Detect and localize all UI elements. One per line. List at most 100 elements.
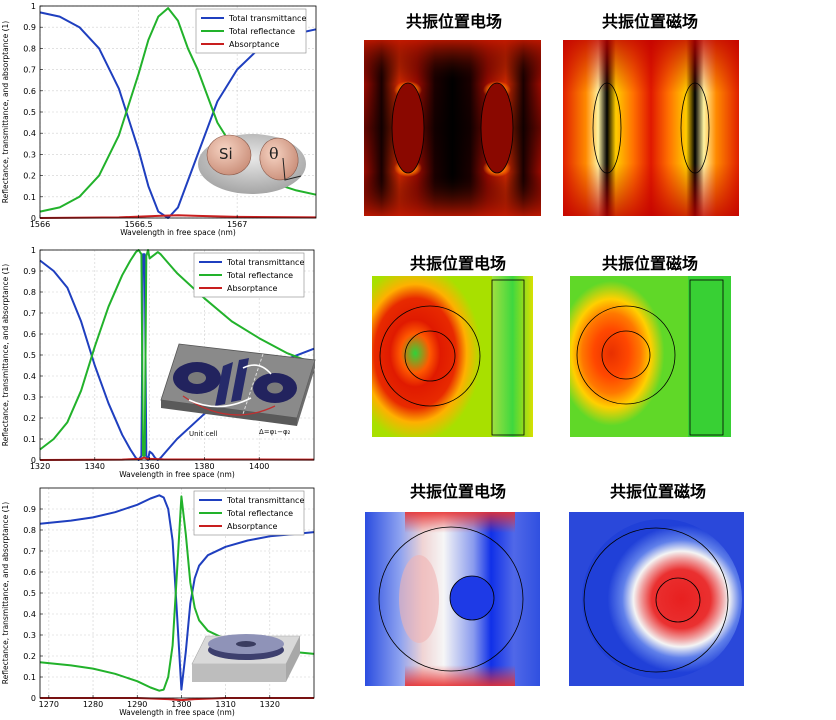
chart1-legend-label-3: Absorptance: [229, 40, 279, 49]
field-map-row1-electric: [364, 40, 541, 216]
field-title-row3-h: 共振位置磁场: [609, 482, 706, 501]
chart3-x-tick-label: 1290: [127, 700, 147, 709]
chart3-y-tick-label: 0.2: [23, 652, 36, 661]
chart3-y-tick-label: 0: [31, 694, 36, 703]
inset3-ring-hole: [236, 641, 256, 647]
field-map-row3-electric: [365, 512, 540, 686]
field-r1e-disk-left: [391, 82, 425, 174]
field-map-row2-magnetic: [570, 276, 731, 437]
chart1-y-tick-label: 0.7: [23, 66, 36, 75]
field-r3h-hole: [655, 577, 701, 623]
chart3-x-tick-label: 1310: [215, 700, 235, 709]
chart2-y-tick-label: 0.9: [23, 267, 36, 276]
chart3-x-axis-label: Wavelength in free space (nm): [119, 708, 235, 717]
chart3-y-tick-label: 0.7: [23, 547, 36, 556]
field-r3h-disk: [583, 527, 729, 673]
inset-angle-mark: [282, 157, 302, 181]
inset-formula: Δ=φ₁−φ₂: [259, 428, 291, 436]
field-title-row1-h: 共振位置磁场: [601, 12, 698, 31]
chart1-y-tick-label: 0.6: [23, 87, 36, 96]
chart1-legend-label-2: Total reflectance: [228, 27, 295, 36]
chart2-x-tick-label: 1320: [30, 462, 50, 471]
field-r1h-disk-right: [680, 82, 710, 174]
chart3-x-tick-label: 1320: [260, 700, 280, 709]
inset3-slab-side: [286, 636, 300, 682]
chart2-x-tick-label: 1380: [194, 462, 214, 471]
chart3-y-tick-label: 0.3: [23, 631, 36, 640]
chart2-x-tick-label: 1400: [249, 462, 269, 471]
inset-arrow-white: [188, 364, 272, 408]
chart3-legend-label-1: Total transmittance: [226, 496, 304, 505]
chart1-y-tick-label: 0.9: [23, 23, 36, 32]
chart1-x-axis-label: Wavelength in free space (nm): [120, 228, 236, 237]
chart3-series-line-1: [39, 494, 315, 691]
chart2-y-tick-label: 0.1: [23, 435, 36, 444]
field-r2e-ring-outer: [379, 305, 481, 407]
chart2-y-tick-label: 1: [31, 246, 36, 255]
chart3-y-tick-label: 0.5: [23, 589, 36, 598]
chart2-y-tick-label: 0.2: [23, 414, 36, 423]
field-r2e-bar: [491, 279, 525, 436]
chart2-y-tick-label: 0.3: [23, 393, 36, 402]
chart2-x-tick-label: 1360: [139, 462, 159, 471]
field-map-row2-electric: [372, 276, 533, 437]
chart1-y-tick-label: 0.3: [23, 150, 36, 159]
inset-label-si: Si: [219, 145, 233, 163]
chart3-y-tick-label: 0.6: [23, 568, 36, 577]
chart2-series-line-1: [39, 253, 315, 461]
field-r1e-disk-right: [480, 82, 514, 174]
chart2-x-axis-label: Wavelength in free space (nm): [119, 470, 235, 479]
inset-ring-right-hole: [267, 382, 283, 394]
field-r3e-hole: [449, 575, 495, 621]
field-title-row2-e: 共振位置电场: [409, 254, 506, 273]
chart3-x-tick-label: 1270: [39, 700, 59, 709]
inset-label-theta: θ: [269, 144, 279, 163]
chart2-legend-label-3: Absorptance: [227, 284, 277, 293]
chart1-legend-label-1: Total transmittance: [228, 14, 306, 23]
chart3-legend-label-2: Total reflectance: [226, 509, 293, 518]
field-r3e-disk: [378, 526, 524, 672]
chart1-y-tick-label: 0: [31, 214, 36, 223]
inset-slab-side2: [297, 360, 315, 426]
field-title-row1-e: 共振位置电场: [405, 12, 502, 31]
inset-ring-left-hole: [188, 372, 206, 384]
chart1-x-tick-label: 1566.5: [125, 220, 153, 229]
chart2-x-tick-label: 1340: [85, 462, 105, 471]
chart1-y-tick-label: 0.2: [23, 172, 36, 181]
inset-ring-substrate: [191, 634, 301, 682]
chart2-legend-label-2: Total reflectance: [226, 271, 293, 280]
field-map-row1-magnetic: [563, 40, 739, 216]
inset-bar-1: [215, 362, 233, 406]
field-r2h-ring-outer: [576, 305, 676, 405]
chart1-legend: [195, 8, 307, 54]
field-title-row3-e: 共振位置电场: [409, 482, 506, 501]
spectrum-plot-3: 1270 1280 1290 1300 1310 1320 0 0.1 0.2 0.3 0.4 0.5…: [1, 487, 315, 717]
chart2-y-tick-label: 0.4: [23, 372, 36, 381]
chart2-y-tick-label: 0.8: [23, 288, 36, 297]
field-r2h-ring-inner: [601, 330, 651, 380]
chart3-x-tick-label: 1300: [171, 700, 191, 709]
chart3-legend-label-3: Absorptance: [227, 522, 277, 531]
chart3-y-axis-label: Reflectance, transmittance, and absorpta…: [1, 502, 10, 684]
chart3-y-tick-label: 0.4: [23, 610, 36, 619]
inset-unit-cell-dash: [242, 353, 264, 415]
chart2-y-tick-label: 0: [31, 456, 36, 465]
inset-slab-side: [161, 400, 297, 426]
chart3-y-tick-label: 0.1: [23, 673, 36, 682]
inset-ring-bar: Unit cell Δ=φ₁−φ₂: [160, 343, 316, 438]
inset-bar-2: [231, 358, 249, 402]
chart1-y-tick-label: 0.4: [23, 129, 36, 138]
inset-unit-cell-label: Unit cell: [189, 430, 218, 438]
field-r1h-disk-left: [592, 82, 622, 174]
chart2-y-axis-label: Reflectance, transmittance, and absorpta…: [1, 264, 10, 446]
spectrum-plot-1: 1566 1566.5 1567 0 0.1 0.2 0.3 0.4 0.5 0.6 0.7 0.8 0…: [1, 2, 317, 237]
chart2-y-tick-label: 0.5: [23, 351, 36, 360]
chart3-y-tick-label: 0.9: [23, 505, 36, 514]
chart2-legend-label-1: Total transmittance: [226, 258, 304, 267]
field-map-row3-magnetic: [569, 512, 744, 686]
chart1-y-tick-label: 0.1: [23, 193, 36, 202]
field-r2e-ring-inner: [404, 330, 456, 382]
chart1-y-tick-label: 0.8: [23, 44, 36, 53]
inset-si-disks: Si θ: [198, 134, 306, 194]
field-title-row2-h: 共振位置磁场: [601, 254, 698, 273]
